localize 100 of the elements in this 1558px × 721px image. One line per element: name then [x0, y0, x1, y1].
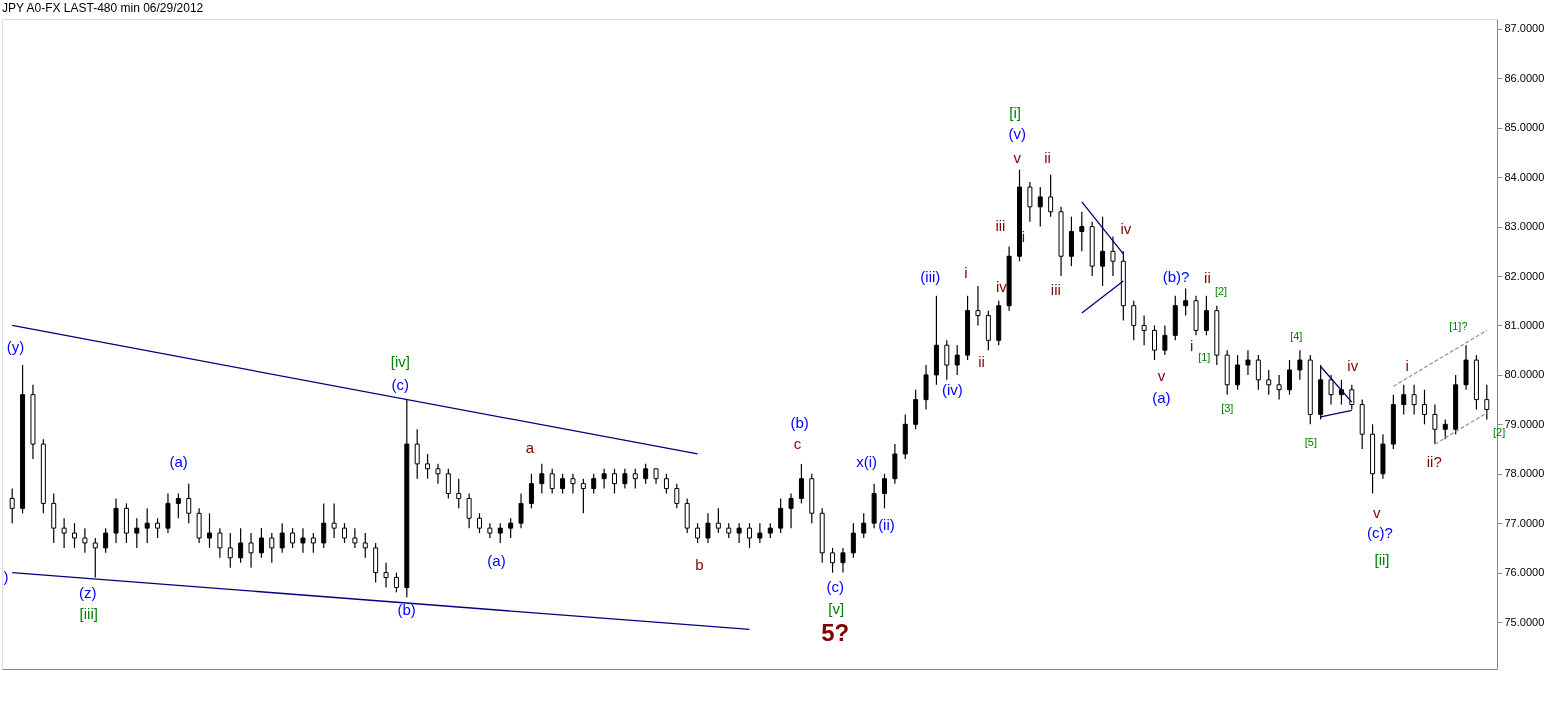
annotation: v: [1157, 367, 1166, 385]
candlestick: [248, 532, 254, 569]
annotation: [4]: [1290, 330, 1303, 343]
y-tick-label: 87.0000: [1504, 22, 1545, 35]
chart-title: JPY A0-FX LAST-480 min 06/29/2012: [2, 1, 204, 15]
annotation: iv: [1120, 220, 1132, 238]
annotation: a: [525, 439, 535, 457]
candlestick: [1110, 235, 1116, 277]
annotation: [iv]: [390, 352, 410, 370]
candlestick: [144, 507, 150, 544]
candlestick: [103, 527, 109, 554]
annotation: ii: [978, 353, 985, 371]
candlestick: [528, 473, 534, 509]
candlestick: [1141, 314, 1147, 346]
candlestick: [549, 468, 555, 495]
candlestick: [134, 517, 140, 549]
candlestick: [1349, 384, 1355, 411]
annotation: iv: [996, 277, 1008, 295]
annotation: [2]: [1492, 425, 1506, 438]
annotation: [iii]: [79, 604, 98, 622]
candlestick: [747, 522, 752, 549]
candlestick: [757, 522, 763, 544]
candlestick: [1162, 324, 1168, 356]
annotation: (v): [1008, 124, 1026, 142]
candlestick: [477, 512, 482, 534]
annotation: ii: [1044, 149, 1051, 167]
candlestick: [310, 532, 316, 554]
candlestick: [570, 473, 576, 495]
annotation: (b): [397, 600, 416, 618]
candlestick: [1432, 403, 1438, 445]
candlestick: [1027, 181, 1033, 223]
candlestick: [497, 522, 503, 544]
candlestick: [1266, 369, 1272, 396]
y-tick-label: 80.0000: [1504, 368, 1545, 381]
annotation: iii: [995, 217, 1006, 235]
candlestick: [227, 532, 233, 569]
annotation: (c)?: [1366, 523, 1393, 541]
candlestick: [331, 502, 337, 539]
candlestick: [269, 532, 275, 564]
annotation: iv: [1347, 357, 1359, 375]
candlestick: [612, 468, 617, 495]
candlestick: [518, 492, 524, 529]
candlestick: [1287, 359, 1292, 396]
candlestick: [1411, 384, 1417, 416]
annotation: (iv): [941, 380, 963, 398]
candlestick: [238, 527, 244, 564]
candlestick: [1245, 349, 1251, 376]
annotation: [5]: [1304, 436, 1318, 449]
y-tick-label: 81.0000: [1504, 318, 1545, 331]
candlestick: [217, 527, 223, 559]
candlestick: [342, 522, 347, 544]
candlestick: [1484, 384, 1490, 420]
candlestick: [580, 478, 586, 514]
y-tick-label: 76.0000: [1504, 566, 1545, 579]
candlestick: [861, 512, 867, 539]
candlestick: [1048, 174, 1054, 218]
candlestick: [539, 463, 545, 495]
candlestick: [1079, 211, 1085, 252]
candlestick: [1203, 295, 1209, 336]
candlestick: [601, 468, 607, 490]
candlestick: [1183, 287, 1189, 317]
y-tick-label: 75.0000: [1504, 615, 1545, 628]
y-tick-label: 77.0000: [1504, 516, 1545, 529]
candlestick: [352, 527, 358, 549]
annotation: (y): [6, 337, 25, 355]
y-tick-label: 79.0000: [1504, 417, 1545, 430]
candlestick: [258, 527, 264, 559]
candlestick: [560, 473, 566, 495]
y-tick-label: 78.0000: [1504, 467, 1545, 480]
annotation: [1]: [1198, 350, 1211, 363]
candlestick: [954, 344, 960, 376]
annotation: (ii): [878, 515, 895, 533]
candlestick: [591, 473, 597, 495]
y-tick-label: 84.0000: [1504, 170, 1545, 183]
candlestick: [155, 517, 161, 539]
candlestick: [1442, 418, 1448, 440]
candlestick: [1255, 354, 1261, 391]
y-tick-label: 82.0000: [1504, 269, 1545, 282]
annotation: (b): [790, 413, 809, 431]
candlestick: [383, 562, 389, 589]
candlestick: [300, 527, 306, 554]
annotation: x(i): [856, 452, 877, 470]
candlestick: [362, 532, 368, 559]
annotation: [2]: [1214, 285, 1228, 298]
candlestick: [445, 468, 451, 500]
candlestick: [207, 512, 212, 549]
candlestick: [414, 428, 420, 480]
annotation: iii: [1050, 281, 1061, 299]
candlestick: [72, 522, 77, 549]
candlestick: [1152, 324, 1157, 361]
annotation: ii: [1204, 268, 1211, 286]
candlestick: [705, 512, 711, 544]
candlestick: [695, 522, 701, 544]
annotation: i: [1405, 357, 1409, 375]
candlestick: [1328, 374, 1334, 406]
annotation: (c): [391, 375, 410, 393]
y-tick-label: 85.0000: [1504, 121, 1545, 134]
annotation: ): [3, 567, 9, 585]
candlestick: [1297, 349, 1303, 381]
candlestick: [1401, 384, 1407, 416]
